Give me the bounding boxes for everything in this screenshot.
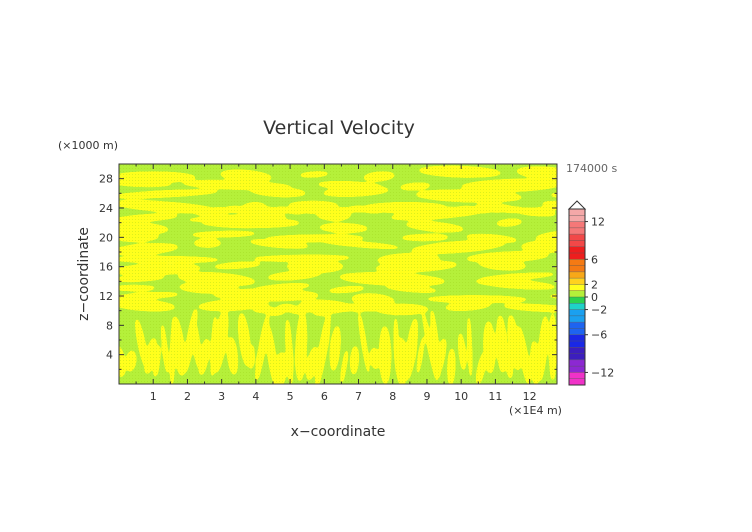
y-tick-label: 28: [99, 173, 113, 186]
x-tick-label: 9: [423, 390, 430, 403]
x-tick-label: 2: [184, 390, 191, 403]
y-tick-label: 24: [99, 202, 113, 215]
x-tick-label: 11: [488, 390, 502, 403]
colorbar-label: 0: [591, 291, 598, 304]
y-axis-label: z−coordinate: [76, 227, 92, 321]
y-axis: 4 8 12 16 20 24 28: [99, 173, 557, 370]
x-tick-label: 7: [355, 390, 362, 403]
colorbar-label: 6: [591, 253, 598, 266]
x-tick-label: 6: [321, 390, 328, 403]
colorbar-overflow-arrow: [567, 200, 587, 210]
field-texture: [119, 164, 557, 384]
x-tick-label: 8: [389, 390, 396, 403]
x-axis: 1 2 3 4 5 6 7 8 9 10 11 12: [135, 164, 548, 403]
colorbar-band: [569, 278, 585, 285]
x-tick-label: 4: [252, 390, 259, 403]
velocity-cell: [550, 185, 557, 198]
colorbar-band: [569, 297, 585, 304]
colorbar-label: −2: [591, 304, 607, 317]
chart-title: Vertical Velocity: [263, 117, 415, 139]
y-tick-label: 8: [106, 319, 113, 332]
y-unit-label: (×1000 m): [58, 139, 118, 152]
colorbar-band: [569, 303, 585, 310]
x-tick-label: 12: [523, 390, 537, 403]
x-unit-label: (×1E4 m): [509, 404, 562, 417]
y-tick-label: 20: [99, 231, 113, 244]
time-label: 174000 s: [566, 162, 617, 175]
x-tick-label: 10: [454, 390, 468, 403]
x-tick-label: 1: [150, 390, 157, 403]
y-tick-label: 16: [99, 261, 113, 274]
colorbar: 12 6 20−2 −6 −12: [567, 200, 614, 386]
x-tick-label: 3: [218, 390, 225, 403]
colorbar-label: −6: [591, 329, 607, 342]
y-tick-label: 4: [106, 349, 113, 362]
colorbar-band: [569, 271, 585, 279]
colorbar-band: [569, 290, 585, 297]
plot-area: [118, 163, 558, 385]
y-tick-label: 12: [99, 290, 113, 303]
colorbar-label: 12: [591, 216, 605, 229]
x-axis-label: x−coordinate: [291, 424, 386, 440]
colorbar-label: −12: [591, 366, 614, 379]
colorbar-label: 2: [591, 278, 598, 291]
plot-frame: [118, 163, 558, 385]
colorbar-band: [569, 284, 585, 291]
x-tick-label: 5: [287, 390, 294, 403]
